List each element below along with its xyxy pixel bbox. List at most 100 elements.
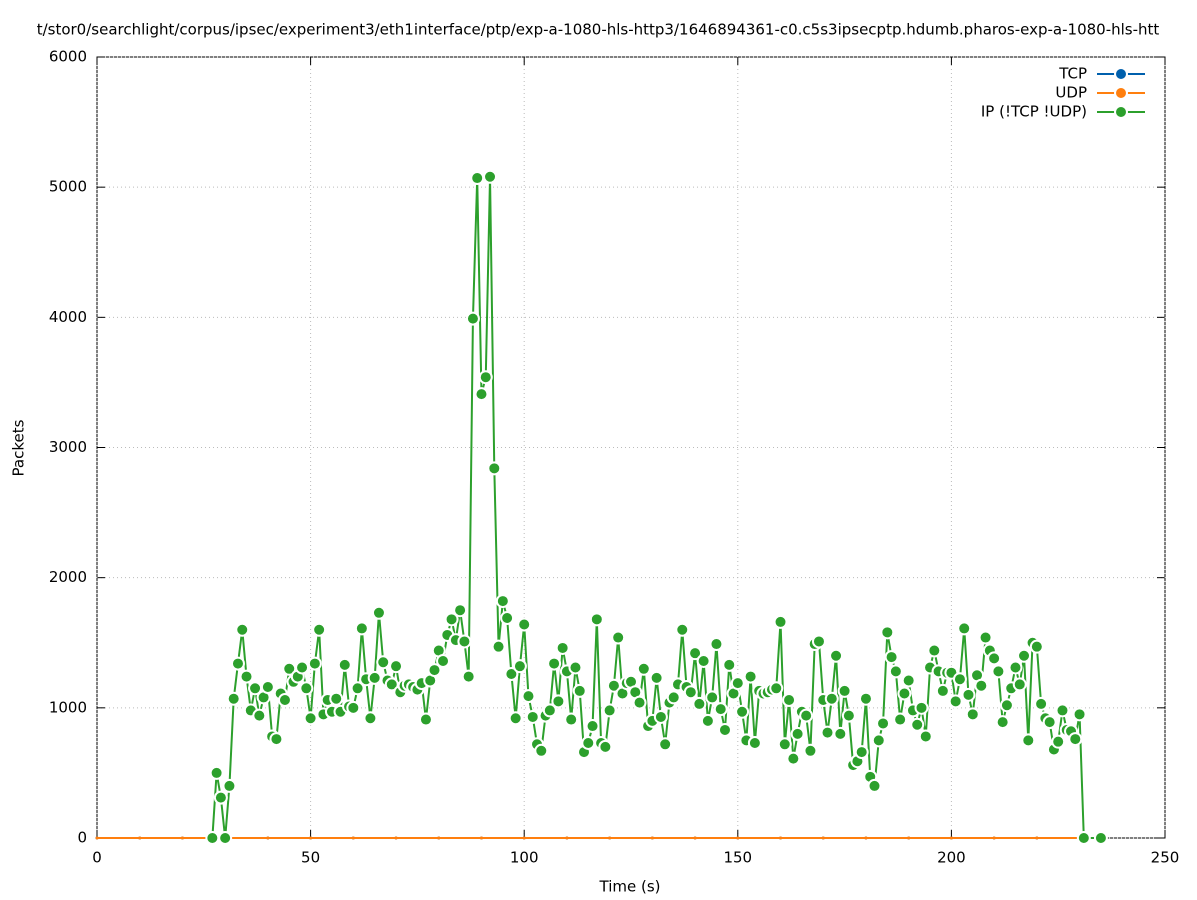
data-point [568, 660, 583, 675]
data-point [525, 709, 540, 724]
data-point [470, 171, 485, 186]
x-tick-label: 200 [937, 849, 966, 867]
data-point [478, 370, 493, 385]
data-point [914, 700, 929, 715]
data-point [696, 653, 711, 668]
data-point [555, 640, 570, 655]
data-point [773, 614, 788, 629]
data-point [632, 695, 647, 710]
data-point [658, 737, 673, 752]
data-point [1017, 648, 1032, 663]
data-point [608, 836, 612, 840]
data-point [1076, 831, 1091, 845]
data-point [457, 634, 472, 649]
data-point [222, 778, 237, 793]
data-point [935, 683, 950, 698]
data-point [884, 650, 899, 665]
data-point [299, 681, 314, 696]
data-point [688, 646, 703, 661]
x-tick-label: 250 [1151, 849, 1180, 867]
data-point [692, 696, 707, 711]
data-point [598, 739, 613, 754]
data-point [736, 836, 740, 840]
data-point [517, 617, 532, 632]
data-point [180, 836, 184, 840]
data-point [581, 735, 596, 750]
legend-label: TCP [1058, 65, 1087, 83]
data-point [226, 691, 241, 706]
data-point [367, 670, 382, 685]
y-tick-label: 5000 [49, 178, 87, 196]
data-point [363, 711, 378, 726]
y-tick-label: 3000 [49, 438, 87, 456]
data-point [461, 669, 476, 684]
data-point [786, 751, 801, 766]
data-point [354, 621, 369, 636]
y-tick-label: 4000 [49, 308, 87, 326]
data-point [978, 630, 993, 645]
data-point [1008, 660, 1023, 675]
data-point [269, 732, 284, 747]
data-point [453, 603, 468, 618]
data-point [705, 690, 720, 705]
data-point [239, 669, 254, 684]
data-point [666, 690, 681, 705]
x-tick-label: 100 [510, 849, 539, 867]
data-point [871, 733, 886, 748]
data-point [867, 778, 882, 793]
y-tick-label: 2000 [49, 568, 87, 586]
data-point [230, 656, 245, 671]
data-point [700, 713, 715, 728]
data-point [1093, 831, 1108, 845]
data-point [713, 702, 728, 717]
data-point [1051, 734, 1066, 749]
data-point [213, 790, 228, 805]
data-point [992, 836, 996, 840]
y-tick-label: 0 [77, 829, 87, 847]
series-line [211, 176, 1101, 839]
data-point [910, 717, 925, 732]
data-point [606, 678, 621, 693]
data-point [266, 836, 270, 840]
data-point [500, 611, 515, 626]
legend-swatch [1114, 86, 1128, 100]
data-point [508, 711, 523, 726]
data-point [602, 703, 617, 718]
data-point [346, 700, 361, 715]
data-point [991, 664, 1006, 679]
data-point [589, 612, 604, 627]
x-tick-label: 0 [92, 849, 102, 867]
data-point [483, 169, 498, 184]
data-point [205, 831, 220, 845]
data-point [675, 622, 690, 637]
data-point [585, 719, 600, 734]
data-point [636, 661, 651, 676]
legend-label: UDP [1055, 84, 1087, 102]
data-point [735, 704, 750, 719]
data-point [436, 653, 451, 668]
data-point [329, 691, 344, 706]
data-point [961, 687, 976, 702]
data-point [653, 709, 668, 724]
data-point [295, 660, 310, 675]
data-point [491, 639, 506, 654]
data-point [427, 663, 442, 678]
data-point [309, 836, 313, 840]
data-point [1055, 703, 1070, 718]
data-point [522, 836, 526, 840]
data-point [1021, 733, 1036, 748]
data-point [799, 708, 814, 723]
data-point [747, 735, 762, 750]
data-point [782, 693, 797, 708]
legend-swatch [1114, 67, 1128, 81]
data-point [952, 672, 967, 687]
data-point [1068, 732, 1083, 747]
data-point [394, 836, 398, 840]
data-point [218, 831, 233, 845]
data-point [376, 655, 391, 670]
data-point [888, 664, 903, 679]
data-point [547, 656, 562, 671]
data-point [948, 694, 963, 709]
